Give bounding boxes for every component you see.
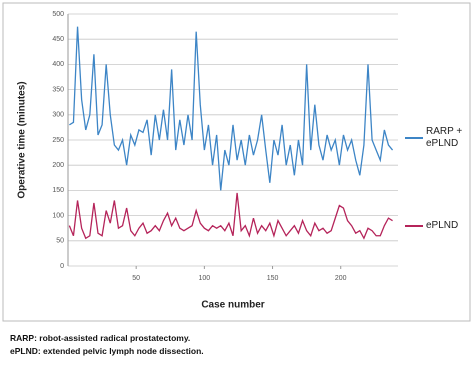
- x-tick-label: 150: [267, 275, 279, 282]
- footnote: RARP: robot-assisted radical prostatecto…: [10, 333, 191, 343]
- y-tick-label: 150: [52, 187, 64, 194]
- y-tick-label: 250: [52, 137, 64, 144]
- line-series: [69, 26, 394, 191]
- y-tick-label: 200: [52, 162, 64, 169]
- y-tick-label: 350: [52, 86, 64, 93]
- x-tick-label: 100: [199, 275, 211, 282]
- y-tick-label: 450: [52, 36, 64, 43]
- y-tick-label: 400: [52, 61, 64, 68]
- line-series: [68, 192, 393, 240]
- chart-border: [2, 2, 471, 322]
- y-axis-title: Operative time (minutes): [17, 81, 28, 198]
- y-tick-label: 50: [56, 238, 64, 245]
- legend-label: RARP + ePLND: [426, 126, 463, 149]
- x-axis-title: Case number: [201, 300, 264, 311]
- y-tick-label: 100: [52, 212, 64, 219]
- footnote: ePLND: extended pelvic lymph node dissec…: [10, 346, 204, 356]
- legend-label: ePLND: [426, 220, 459, 231]
- y-tick-label: 300: [52, 112, 64, 119]
- x-tick-label: 50: [132, 275, 140, 282]
- y-tick-label: 0: [60, 263, 64, 270]
- y-tick-label: 500: [52, 11, 64, 18]
- x-tick-label: 200: [335, 275, 347, 282]
